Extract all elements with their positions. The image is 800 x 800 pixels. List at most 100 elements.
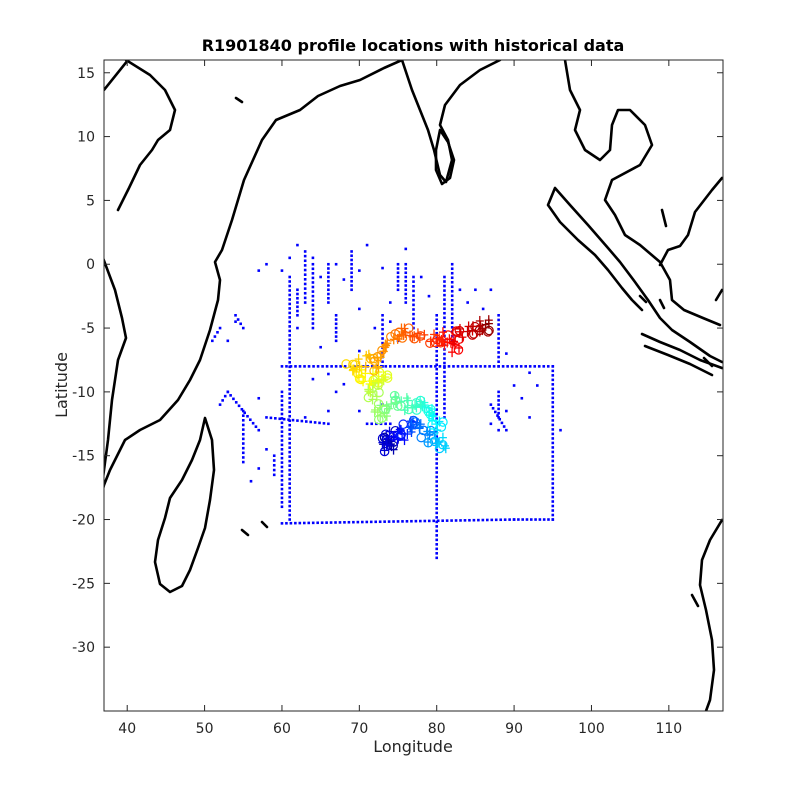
historical-point [298, 365, 302, 368]
x-tick-label: 80 [428, 721, 446, 737]
historical-point [241, 442, 245, 445]
historical-point [321, 365, 324, 368]
historical-point [265, 448, 268, 451]
historical-point [288, 392, 291, 396]
historical-point [488, 365, 491, 368]
historical-point [280, 412, 284, 416]
historical-point [296, 419, 299, 422]
historical-point [303, 264, 307, 267]
historical-point [534, 518, 537, 521]
historical-point [296, 309, 299, 313]
y-axis-title: Latitude [52, 352, 71, 418]
historical-point [542, 518, 546, 521]
historical-point [536, 384, 539, 387]
historical-point [294, 365, 297, 368]
historical-point [463, 519, 467, 522]
historical-point [435, 538, 439, 542]
historical-point [381, 332, 384, 336]
historical-point [551, 513, 555, 517]
historical-point [288, 491, 291, 494]
historical-point [288, 325, 291, 328]
historical-point [497, 360, 500, 364]
historical-point [288, 289, 291, 292]
historical-point [515, 365, 518, 368]
historical-point [551, 410, 555, 413]
y-tick-label: -10 [72, 385, 95, 401]
historical-point [435, 412, 439, 416]
historical-point [429, 365, 433, 368]
historical-point [435, 493, 439, 497]
historical-point [510, 365, 514, 368]
profile-marker [382, 340, 391, 351]
historical-point [551, 500, 555, 503]
historical-point [479, 365, 482, 368]
historical-point [289, 521, 293, 525]
profile-marker [382, 373, 393, 383]
historical-point [282, 417, 286, 421]
historical-point [450, 519, 453, 522]
historical-point [520, 396, 524, 400]
historical-point [307, 521, 311, 525]
historical-point [443, 393, 446, 397]
coastline-layer [104, 60, 723, 711]
historical-point [435, 457, 439, 461]
historical-point [350, 279, 353, 283]
historical-point [334, 521, 337, 524]
profile-marker [391, 397, 400, 408]
historical-point [551, 486, 555, 490]
historical-point [551, 468, 555, 472]
profile-marker [395, 431, 405, 441]
profile-marker [484, 318, 493, 329]
historical-point [311, 326, 315, 330]
historical-point [435, 547, 439, 551]
x-tick-label: 100 [578, 721, 605, 737]
historical-point [280, 470, 284, 473]
historical-point [423, 519, 427, 523]
historical-point [529, 518, 533, 521]
historical-point [435, 318, 439, 322]
historical-point [533, 365, 537, 368]
historical-point [443, 298, 446, 301]
historical-point [551, 369, 555, 373]
historical-point [497, 337, 500, 340]
historical-point [425, 365, 428, 368]
historical-point [280, 461, 284, 464]
historical-point [551, 396, 555, 400]
profile-marker [361, 361, 370, 372]
historical-point [274, 417, 277, 420]
coastline-africa-arabia [104, 60, 130, 480]
profile-marker [410, 417, 421, 427]
historical-point [318, 421, 321, 425]
historical-point [436, 519, 440, 523]
historical-point [506, 365, 509, 368]
historical-point [241, 409, 245, 413]
profile-marker [393, 333, 402, 344]
historical-data-layer [211, 243, 562, 560]
historical-point [443, 289, 446, 292]
historical-point [303, 273, 307, 276]
historical-point [551, 441, 555, 445]
historical-point [384, 365, 388, 368]
historical-point [542, 365, 546, 368]
profile-marker [398, 419, 409, 430]
historical-point [381, 266, 384, 270]
historical-point [512, 518, 516, 521]
historical-point [450, 271, 454, 275]
profile-marker [408, 423, 417, 434]
historical-point [405, 519, 409, 523]
historical-point [435, 399, 439, 402]
historical-point [461, 365, 464, 368]
historical-point [468, 518, 471, 522]
historical-point [435, 363, 439, 366]
historical-point [288, 298, 291, 301]
historical-point [311, 262, 315, 266]
historical-point [211, 339, 214, 343]
profile-marker [411, 400, 420, 411]
historical-point [452, 365, 455, 368]
historical-point [396, 275, 400, 279]
profile-marker [400, 323, 409, 334]
historical-point [296, 313, 299, 317]
historical-point [226, 339, 230, 343]
historical-point [288, 378, 291, 382]
historical-point [358, 409, 361, 413]
